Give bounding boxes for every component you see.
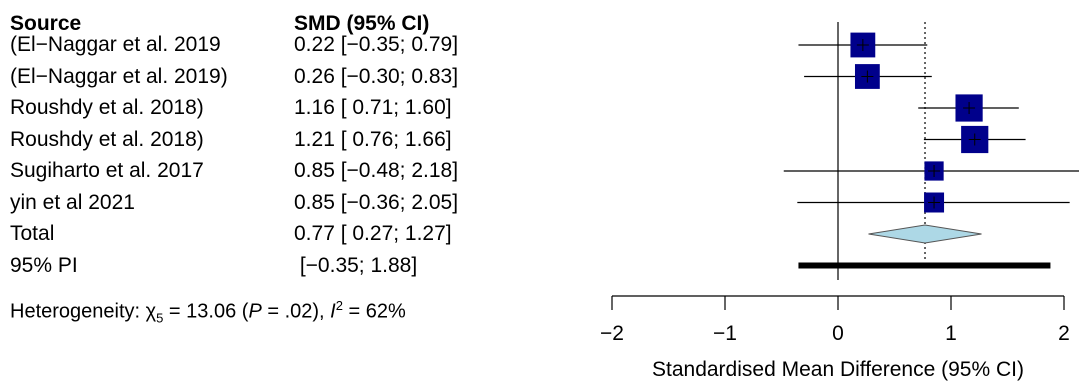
study-label: yin et al 2021 (10, 190, 135, 214)
study-ci-text: 0.85 [−0.48; 2.18] (294, 159, 459, 182)
prediction-interval-bar (798, 262, 1051, 269)
x-tick-label: 2 (1058, 322, 1070, 345)
heterogeneity-text: Heterogeneity: χ5 = 13.06 (P = .02), I2 … (10, 298, 406, 326)
study-label: (El−Naggar et al. 2019 (10, 33, 221, 56)
total-diamond (868, 224, 982, 244)
x-tick-label: −2 (600, 322, 624, 345)
study-label: Sugiharto et al. 2017 (10, 159, 204, 182)
study-ci-text: 0.26 [−0.30; 0.83] (294, 64, 459, 88)
total-label: Total (10, 222, 55, 245)
pi-label: 95% PI (10, 253, 78, 277)
study-label: (El−Naggar et al. 2019) (10, 64, 228, 88)
study-label: Roushdy et al. 2018) (10, 127, 204, 151)
pi-ci-text: [−0.35; 1.88] (294, 253, 418, 277)
x-axis-label: Standardised Mean Difference (95% CI) (652, 358, 1024, 381)
x-tick-label: 1 (945, 322, 957, 345)
study-label: Roushdy et al. 2018) (10, 96, 204, 119)
smd-column-header: SMD (95% CI) (294, 12, 430, 35)
study-ci-text: 1.21 [ 0.76; 1.66] (294, 127, 452, 151)
study-ci-text: 0.85 [−0.36; 2.05] (294, 190, 459, 214)
study-ci-text: 0.22 [−0.35; 0.79] (294, 33, 459, 56)
total-ci-text: 0.77 [ 0.27; 1.27] (294, 222, 452, 245)
x-tick-label: 0 (832, 322, 844, 345)
x-tick-label: −1 (713, 322, 737, 345)
source-column-header: Source (10, 12, 82, 35)
study-ci-text: 1.16 [ 0.71; 1.60] (294, 96, 452, 119)
